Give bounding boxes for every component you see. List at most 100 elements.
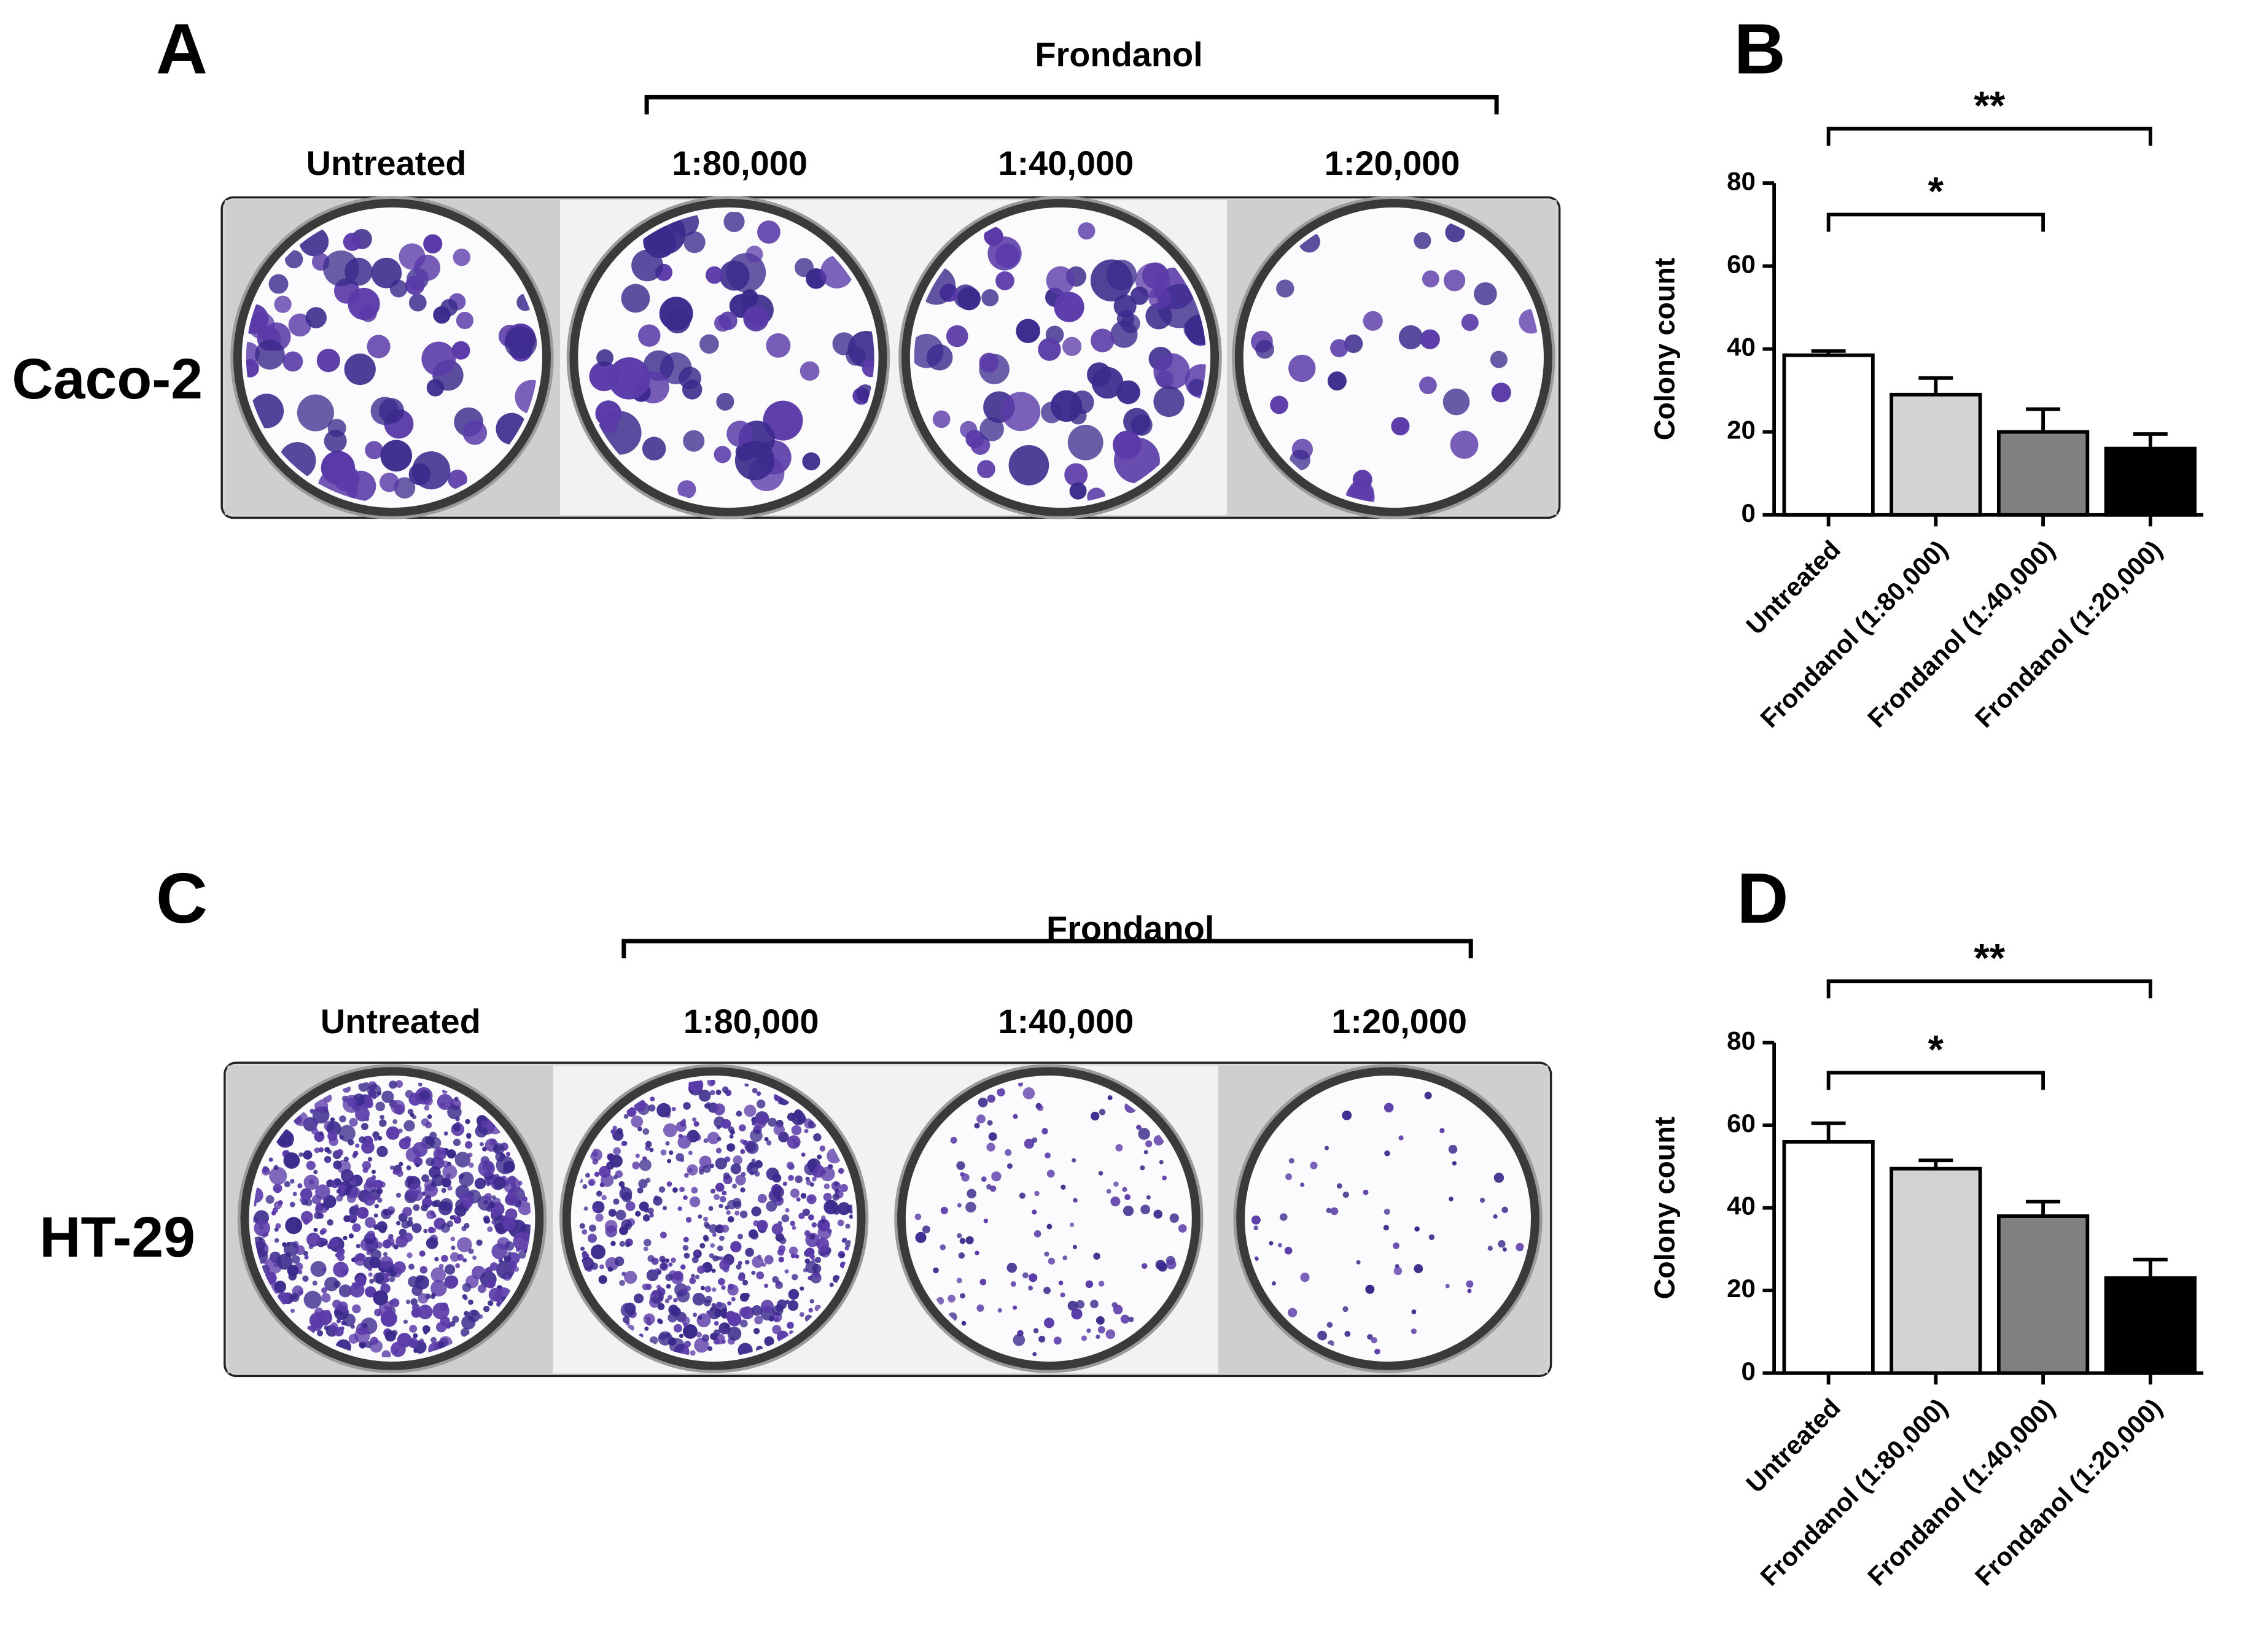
colony bbox=[414, 254, 441, 281]
colony bbox=[366, 1251, 371, 1255]
colony bbox=[365, 1217, 376, 1228]
colony bbox=[649, 1336, 658, 1345]
colony bbox=[731, 1297, 736, 1301]
colony bbox=[1033, 1230, 1041, 1238]
colony bbox=[1288, 1308, 1298, 1317]
colony bbox=[310, 1260, 327, 1278]
colony bbox=[464, 1141, 473, 1149]
colony bbox=[349, 1282, 365, 1298]
colony bbox=[419, 1090, 430, 1101]
bar bbox=[1996, 430, 2090, 517]
colony bbox=[805, 1176, 810, 1182]
colony bbox=[596, 1190, 602, 1197]
colony bbox=[437, 1341, 445, 1349]
colony bbox=[745, 1141, 759, 1154]
colony bbox=[787, 1300, 799, 1311]
colony bbox=[988, 1132, 997, 1141]
colony bbox=[1113, 1181, 1119, 1187]
colony bbox=[365, 1177, 376, 1189]
colony bbox=[488, 1287, 503, 1302]
colony bbox=[1105, 1329, 1116, 1340]
colony bbox=[727, 1301, 732, 1306]
colony bbox=[413, 1333, 418, 1338]
colony bbox=[727, 1200, 737, 1209]
colony bbox=[275, 1223, 281, 1229]
colony bbox=[795, 1175, 803, 1184]
colony bbox=[690, 1350, 696, 1356]
well-rim bbox=[1232, 196, 1555, 519]
colony bbox=[389, 1080, 397, 1089]
colony bbox=[812, 1263, 822, 1273]
colony bbox=[393, 1244, 399, 1250]
colony bbox=[1043, 1317, 1054, 1328]
colony bbox=[1336, 1183, 1342, 1189]
column-label: Untreated bbox=[321, 1002, 481, 1041]
colony bbox=[711, 1303, 717, 1308]
bar bbox=[2104, 446, 2197, 517]
colony bbox=[312, 1281, 317, 1286]
colony bbox=[379, 1255, 394, 1270]
colony bbox=[667, 1295, 672, 1300]
colony bbox=[1078, 222, 1096, 240]
well-rim bbox=[559, 1064, 869, 1373]
colony bbox=[1028, 1286, 1033, 1291]
colony bbox=[284, 1181, 290, 1187]
colony bbox=[1391, 417, 1410, 436]
colony bbox=[666, 1181, 672, 1187]
colony bbox=[246, 342, 260, 365]
colony bbox=[1491, 382, 1511, 403]
colony bbox=[452, 1316, 459, 1323]
colony bbox=[598, 1275, 607, 1284]
colony bbox=[716, 1125, 721, 1130]
colony bbox=[673, 1308, 681, 1316]
colony bbox=[352, 1304, 361, 1314]
colony bbox=[440, 1223, 451, 1233]
colony bbox=[742, 1139, 748, 1146]
colony bbox=[745, 1260, 750, 1265]
colony bbox=[359, 1136, 366, 1144]
colony bbox=[987, 1095, 995, 1103]
colony bbox=[268, 1157, 273, 1162]
colony bbox=[956, 1161, 965, 1170]
colony bbox=[376, 1188, 383, 1195]
colony bbox=[1288, 354, 1316, 382]
colony bbox=[349, 1187, 361, 1198]
colony bbox=[612, 1125, 617, 1130]
colony bbox=[709, 1163, 715, 1168]
colony bbox=[847, 330, 874, 368]
colony bbox=[721, 1119, 731, 1129]
colony bbox=[683, 1102, 691, 1110]
colony bbox=[957, 1233, 962, 1238]
colony bbox=[271, 1211, 276, 1216]
colony bbox=[329, 1238, 340, 1248]
colony bbox=[1067, 424, 1103, 460]
colony bbox=[459, 1171, 474, 1187]
colony bbox=[289, 1201, 295, 1208]
colony bbox=[596, 349, 614, 366]
colony bbox=[594, 1171, 600, 1177]
colony bbox=[733, 1155, 742, 1165]
colony bbox=[1188, 378, 1205, 397]
colony bbox=[317, 1330, 324, 1336]
colony bbox=[355, 1143, 360, 1148]
colony bbox=[430, 1294, 436, 1300]
colony bbox=[718, 1322, 731, 1335]
colony bbox=[772, 1186, 785, 1198]
colony bbox=[688, 1168, 693, 1173]
colony bbox=[631, 249, 663, 282]
colony bbox=[378, 1136, 383, 1141]
colony bbox=[269, 1166, 287, 1185]
colony bbox=[753, 1220, 760, 1227]
colony bbox=[1445, 1284, 1450, 1289]
colony bbox=[1140, 1204, 1150, 1215]
x-tick-label: Untreated bbox=[1740, 535, 1846, 640]
colony bbox=[303, 1174, 319, 1190]
colony bbox=[590, 1149, 602, 1161]
colony bbox=[287, 1265, 299, 1277]
colony bbox=[843, 1237, 847, 1242]
colony bbox=[327, 1219, 333, 1226]
colony bbox=[773, 1124, 785, 1136]
y-tick-label: 20 bbox=[1727, 1274, 1756, 1303]
colony bbox=[365, 441, 383, 460]
colony bbox=[829, 1282, 834, 1287]
